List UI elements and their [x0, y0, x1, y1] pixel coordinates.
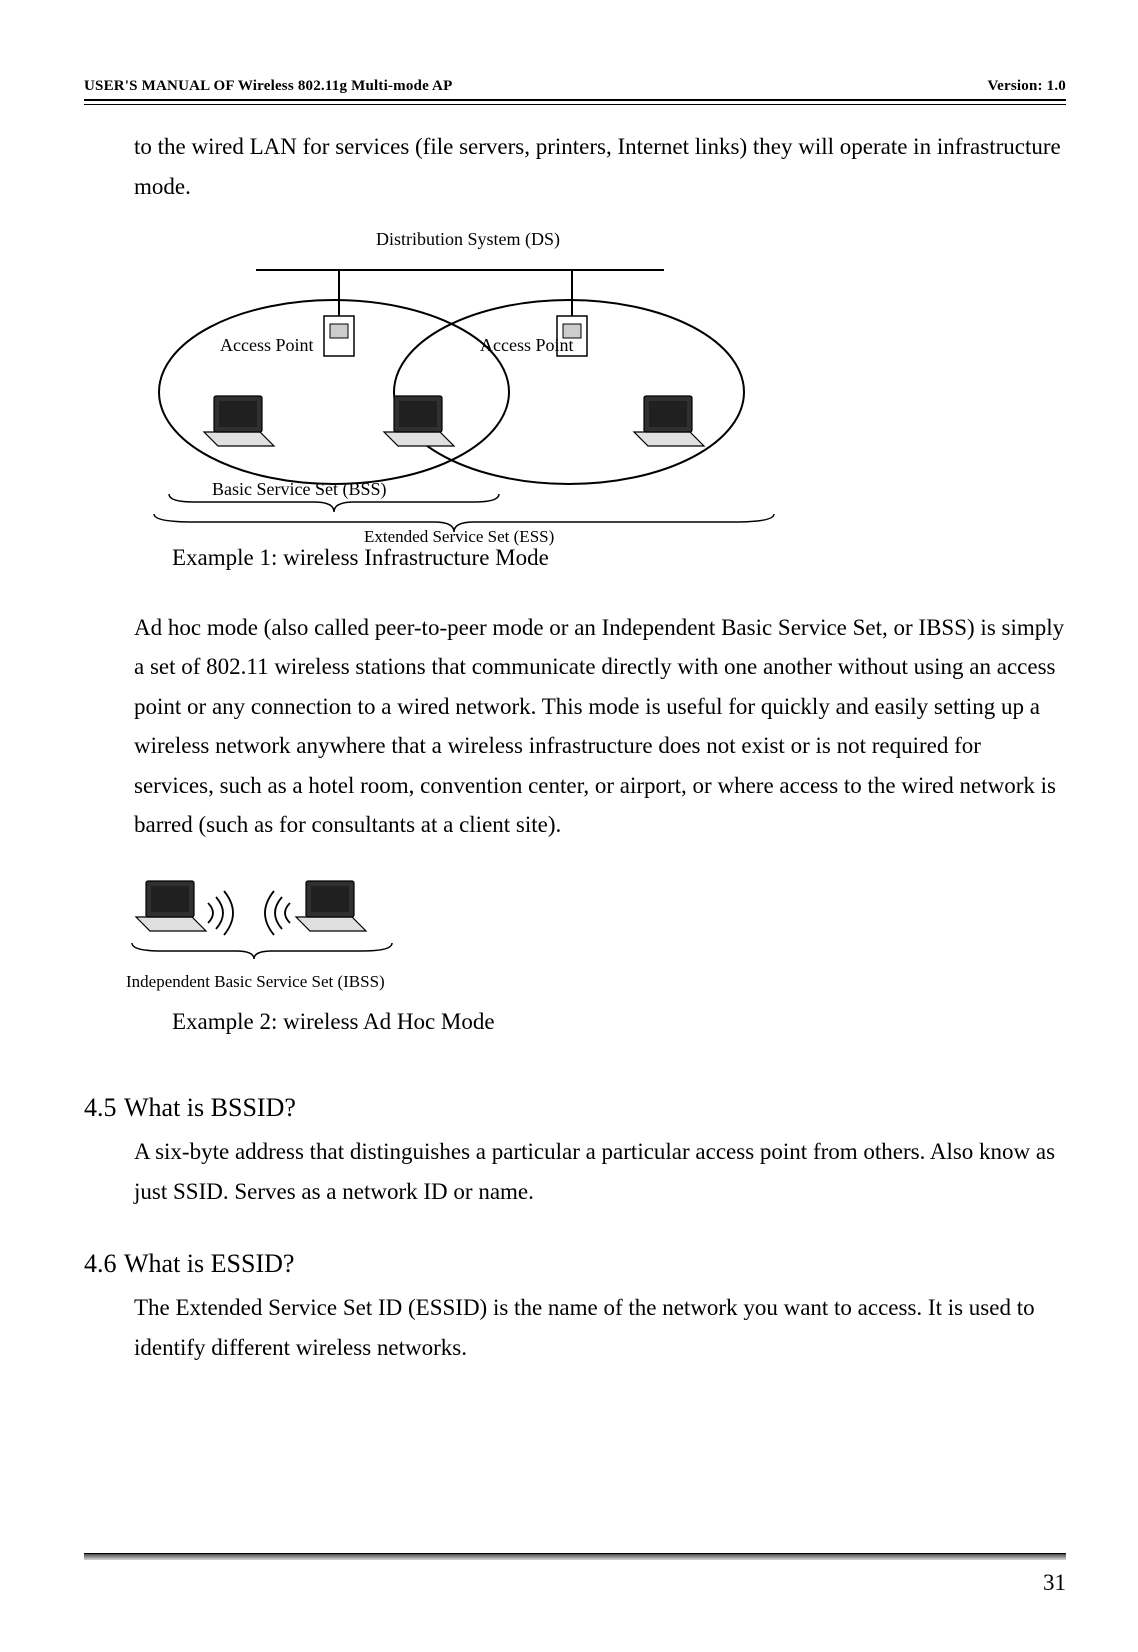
caption-1: Example 1: wireless Infrastructure Mode [172, 538, 1066, 578]
section-4-6-title: What is ESSID? [124, 1249, 294, 1278]
intro-paragraph: to the wired LAN for services (file serv… [134, 127, 1066, 206]
ess-label: Extended Service Set (ESS) [364, 522, 554, 551]
page-footer: 31 [84, 1553, 1066, 1596]
adhoc-paragraph: Ad hoc mode (also called peer-to-peer mo… [134, 608, 1066, 845]
caption-2: Example 2: wireless Ad Hoc Mode [172, 1002, 1066, 1042]
page: USER'S MANUAL OF Wireless 802.11g Multi-… [0, 0, 1138, 1652]
page-number: 31 [84, 1570, 1066, 1596]
ds-label: Distribution System (DS) [376, 224, 560, 255]
ap-label-right: Access Point [480, 330, 574, 361]
section-4-6-heading: 4.6What is ESSID? [84, 1242, 1066, 1287]
footer-rule [84, 1553, 1066, 1560]
section-4-5-title: What is BSSID? [124, 1093, 296, 1122]
section-4-5-heading: 4.5What is BSSID? [84, 1086, 1066, 1131]
section-4-6-body: The Extended Service Set ID (ESSID) is t… [134, 1288, 1066, 1367]
body-content: to the wired LAN for services (file serv… [126, 127, 1066, 1367]
infrastructure-diagram: Distribution System (DS) Access Point Ac… [134, 224, 794, 534]
section-4-6-num: 4.6 [84, 1242, 124, 1287]
ibss-label: Independent Basic Service Set (IBSS) [126, 967, 426, 996]
page-header: USER'S MANUAL OF Wireless 802.11g Multi-… [84, 78, 1066, 95]
adhoc-diagram: Independent Basic Service Set (IBSS) [126, 871, 426, 996]
header-right: Version: 1.0 [987, 78, 1066, 95]
section-4-5-num: 4.5 [84, 1086, 124, 1131]
header-left: USER'S MANUAL OF Wireless 802.11g Multi-… [84, 78, 452, 95]
section-4-5-body: A six-byte address that distinguishes a … [134, 1132, 1066, 1211]
ap-label-left: Access Point [220, 330, 314, 361]
header-rule [84, 99, 1066, 105]
bss-label: Basic Service Set (BSS) [212, 474, 386, 505]
